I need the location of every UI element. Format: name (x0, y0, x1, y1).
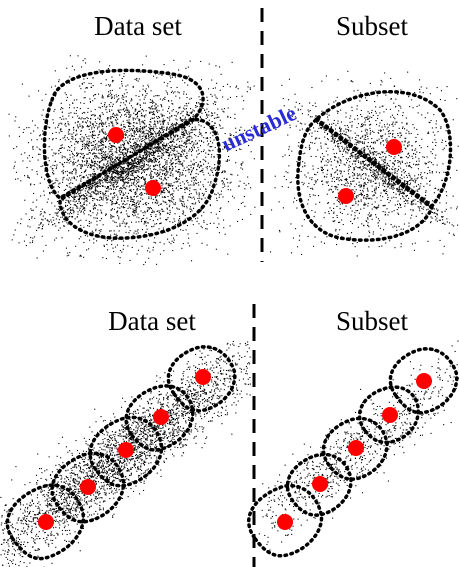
bottom-left-title: Data set (108, 306, 196, 336)
red-dot-icon (118, 442, 134, 458)
cluster-outline-2 (50, 451, 126, 524)
bottom-right-centroids (277, 373, 432, 530)
red-dot-icon (153, 409, 169, 425)
cluster-outline-lower (58, 117, 222, 240)
red-dot-icon (80, 479, 96, 495)
unstable-label: unstable (218, 100, 301, 156)
red-dot-icon (145, 180, 161, 196)
red-dot-icon (108, 127, 124, 143)
bottom-left-centroids (38, 369, 211, 530)
red-dot-icon (38, 514, 54, 530)
cluster-outline-1 (5, 483, 85, 561)
red-dot-icon (416, 373, 432, 389)
cluster-outline-4 (357, 385, 420, 445)
red-dot-icon (277, 514, 293, 530)
cluster-outline-upper (42, 68, 205, 201)
top-right-cluster-outlines (296, 90, 453, 242)
cluster-outline-5 (388, 347, 459, 415)
cluster-outline-3 (88, 415, 164, 488)
top-left-cluster-outlines (42, 68, 222, 240)
cluster-outline-left (296, 117, 435, 242)
bottom-right-title: Subset (336, 306, 409, 336)
red-dot-icon (312, 476, 328, 492)
red-dot-icon (348, 440, 364, 456)
top-left-centroids (108, 127, 161, 196)
red-dot-icon (195, 369, 211, 385)
red-dot-icon (386, 139, 402, 155)
top-right-title: Subset (336, 11, 409, 41)
bottom-right-cluster-outlines (247, 347, 459, 558)
red-dot-icon (382, 407, 398, 423)
top-left-title: Data set (94, 11, 182, 41)
bottom-left-cluster-outlines (5, 345, 237, 561)
cluster-outline-right (316, 90, 453, 209)
cluster-outline-5 (166, 345, 237, 413)
top-right-centroids (338, 139, 402, 204)
red-dot-icon (338, 188, 354, 204)
